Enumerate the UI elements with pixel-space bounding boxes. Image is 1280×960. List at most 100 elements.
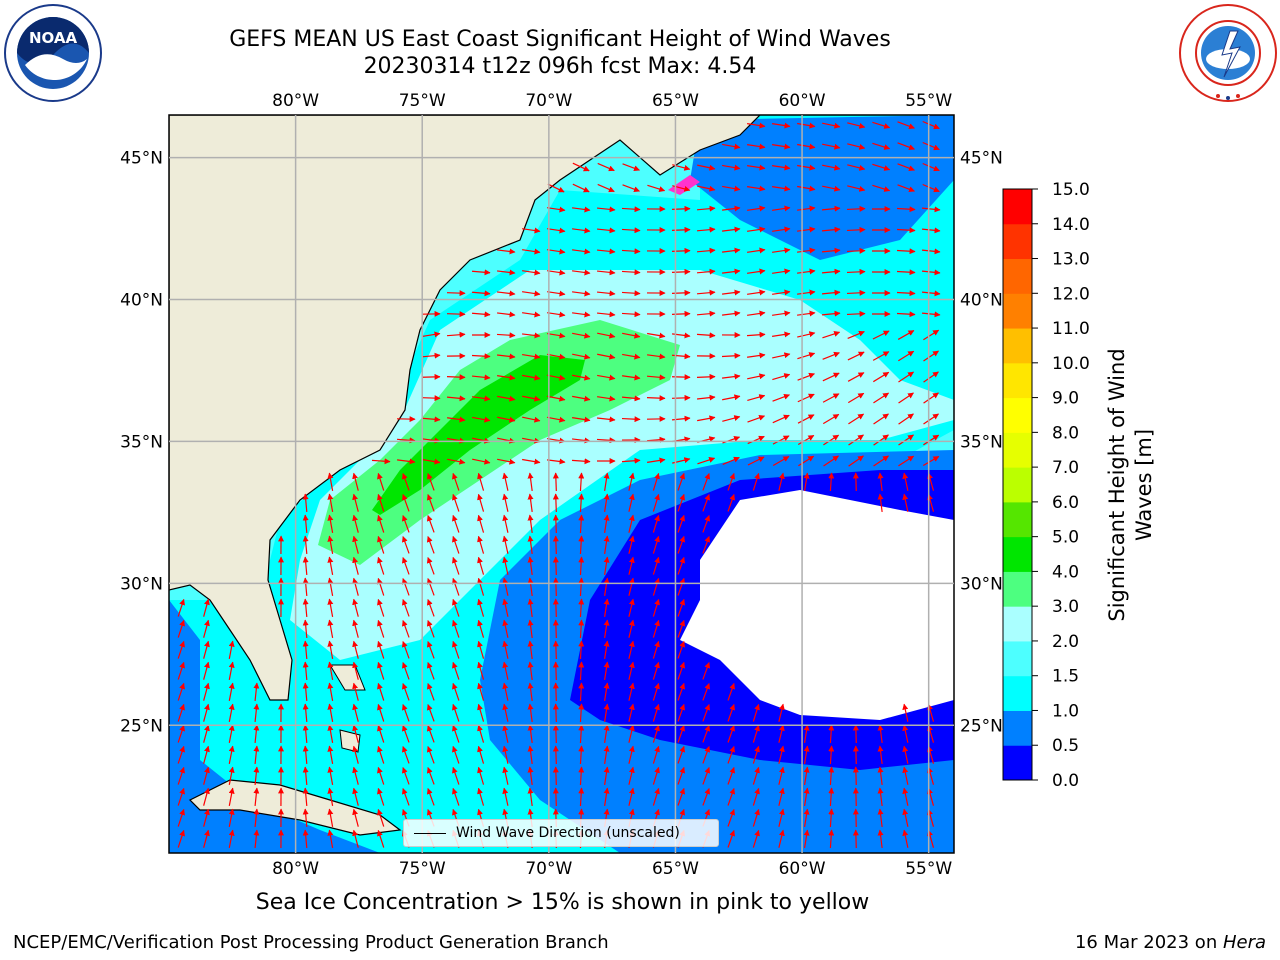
wave-direction-arrow bbox=[628, 745, 635, 764]
wave-direction-arrow bbox=[621, 269, 641, 276]
wave-direction-arrow bbox=[177, 766, 185, 785]
wave-contour-1-0m-north bbox=[690, 115, 954, 260]
wave-direction-arrow bbox=[873, 455, 889, 467]
wave-direction-arrow bbox=[772, 393, 790, 402]
wave-direction-arrow bbox=[603, 619, 610, 638]
wave-direction-arrow bbox=[421, 395, 441, 402]
colorbar-tick-label: 0.5 bbox=[1052, 736, 1079, 756]
wave-direction-arrow bbox=[496, 269, 516, 276]
wave-direction-arrow bbox=[652, 766, 660, 785]
wave-direction-arrow bbox=[502, 766, 509, 785]
wave-direction-arrow bbox=[772, 289, 791, 296]
wave-direction-arrow bbox=[721, 268, 741, 275]
wave-direction-arrow bbox=[603, 493, 610, 512]
wave-direction-arrow bbox=[422, 331, 441, 338]
wave-direction-arrow bbox=[401, 661, 410, 680]
wave-direction-arrow bbox=[447, 416, 466, 423]
wave-direction-arrow bbox=[547, 311, 566, 318]
wave-direction-arrow bbox=[873, 434, 889, 446]
wave-direction-arrow bbox=[603, 724, 610, 743]
wave-direction-arrow bbox=[721, 373, 741, 380]
wave-direction-arrow bbox=[772, 352, 791, 359]
wave-direction-arrow bbox=[747, 143, 766, 150]
wave-direction-arrow bbox=[401, 598, 410, 617]
wave-direction-arrow bbox=[898, 455, 915, 467]
lon-tick-top: 70°W bbox=[525, 91, 572, 111]
wave-direction-arrow bbox=[327, 556, 334, 575]
wave-direction-arrow bbox=[778, 808, 785, 827]
wave-direction-arrow bbox=[877, 724, 884, 744]
wave-direction-arrow bbox=[747, 289, 766, 296]
wave-direction-arrow bbox=[772, 164, 791, 171]
wave-direction-arrow bbox=[401, 619, 410, 638]
wave-direction-arrow bbox=[177, 682, 185, 701]
lat-tick-left: 25°N bbox=[120, 716, 163, 736]
wave-direction-arrow bbox=[477, 682, 485, 701]
wave-direction-arrow bbox=[921, 269, 941, 276]
wave-direction-arrow bbox=[652, 682, 660, 701]
wave-direction-arrow bbox=[203, 724, 210, 743]
wave-direction-arrow bbox=[451, 640, 460, 659]
wave-direction-arrow bbox=[552, 724, 559, 744]
colorbar-segment bbox=[1003, 745, 1032, 781]
wave-direction-arrow bbox=[923, 371, 939, 383]
colorbar-segment bbox=[1003, 501, 1032, 538]
wave-direction-arrow bbox=[722, 456, 740, 466]
wave-direction-arrow bbox=[596, 206, 616, 213]
wave-direction-arrow bbox=[846, 205, 866, 212]
wave-direction-arrow bbox=[628, 640, 635, 659]
wave-direction-arrow bbox=[352, 766, 359, 785]
wave-direction-arrow bbox=[727, 766, 736, 785]
wave-direction-arrow bbox=[621, 457, 641, 464]
wave-direction-arrow bbox=[352, 745, 359, 764]
wave-direction-arrow bbox=[447, 458, 466, 465]
wave-direction-arrow bbox=[747, 164, 766, 171]
wave-direction-arrow bbox=[747, 456, 765, 466]
wave-direction-arrow bbox=[922, 455, 940, 467]
wave-direction-arrow bbox=[228, 682, 235, 701]
wave-direction-arrow bbox=[727, 724, 736, 743]
wave-direction-arrow bbox=[527, 682, 534, 702]
wave-direction-arrow bbox=[873, 413, 889, 425]
wave-direction-arrow bbox=[772, 435, 790, 445]
wave-direction-arrow bbox=[302, 661, 309, 681]
wave-direction-arrow bbox=[578, 619, 585, 639]
wave-direction-arrow bbox=[797, 122, 816, 129]
wave-direction-arrow bbox=[721, 310, 741, 317]
wave-direction-arrow bbox=[352, 535, 359, 554]
wave-direction-arrow bbox=[377, 787, 385, 806]
wave-direction-arrow bbox=[647, 184, 666, 192]
wave-direction-arrow bbox=[747, 185, 766, 192]
wave-direction-arrow bbox=[621, 395, 641, 402]
wave-direction-arrow bbox=[772, 456, 790, 466]
wave-direction-arrow bbox=[426, 472, 435, 491]
wave-direction-arrow bbox=[552, 787, 559, 807]
sea-ice-note: Sea Ice Concentration > 15% is shown in … bbox=[255, 890, 870, 915]
wave-direction-arrow bbox=[502, 703, 509, 722]
wave-direction-arrow bbox=[522, 374, 541, 381]
wave-direction-arrow bbox=[603, 661, 610, 680]
wave-direction-arrow bbox=[451, 556, 460, 575]
wave-direction-arrow bbox=[622, 374, 641, 381]
wave-direction-arrow bbox=[797, 434, 815, 446]
wave-direction-arrow bbox=[502, 472, 509, 491]
wave-direction-arrow bbox=[377, 472, 385, 491]
wave-direction-arrow bbox=[451, 745, 460, 764]
wave-direction-arrow bbox=[778, 745, 785, 764]
lat-tick-left: 40°N bbox=[120, 291, 163, 311]
colorbar-segment bbox=[1003, 675, 1032, 711]
wave-direction-arrow bbox=[253, 724, 260, 744]
wave-direction-arrow bbox=[597, 183, 615, 193]
wave-direction-arrow bbox=[772, 268, 791, 275]
wave-direction-arrow bbox=[477, 577, 485, 596]
wave-direction-arrow bbox=[547, 353, 566, 360]
colorbar-tick-label: 1.0 bbox=[1052, 701, 1079, 721]
wave-direction-arrow bbox=[797, 393, 815, 403]
wave-direction-arrow bbox=[552, 640, 559, 660]
wave-direction-arrow bbox=[902, 493, 909, 512]
wave-direction-arrow bbox=[302, 703, 309, 723]
wave-direction-arrow bbox=[603, 514, 610, 533]
colorbar-label-line1: Significant Height of Wind bbox=[1105, 348, 1129, 621]
wave-direction-arrow bbox=[578, 703, 585, 723]
wave-direction-arrow bbox=[446, 395, 466, 402]
